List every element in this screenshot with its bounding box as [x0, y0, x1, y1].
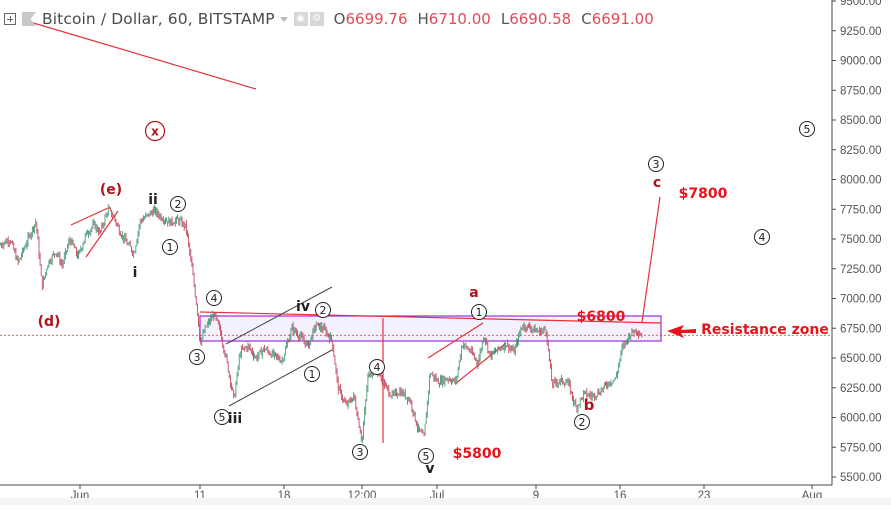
wave-label-red: b: [584, 396, 595, 414]
price-tick-label: 8750.00: [840, 85, 882, 97]
price-tick-label: 8500.00: [840, 115, 882, 127]
circled-wave-number: 3: [352, 444, 368, 460]
eye-icon[interactable]: ◉: [293, 12, 308, 26]
trend-line[interactable]: [29, 21, 257, 90]
circled-wave-number: 3: [189, 349, 205, 365]
flag-icon[interactable]: [22, 12, 36, 26]
price-tick-label: 9500.00: [840, 0, 882, 8]
bottom-strip: [0, 498, 891, 505]
channel-line[interactable]: [228, 349, 333, 407]
dropdown-caret-icon[interactable]: [279, 16, 288, 22]
svg-text:2: 2: [579, 416, 586, 429]
price-tick-label: 7500.00: [840, 234, 882, 246]
svg-text:5: 5: [219, 411, 226, 424]
symbol-legend: Bitcoin / Dollar, 60, BITSTAMP ◉ ⚙ O6699…: [4, 6, 654, 32]
price-tick-label: 5750.00: [840, 442, 882, 454]
circled-wave-number: 1: [304, 366, 320, 382]
resistance-zone-label: Resistance zone: [701, 322, 829, 338]
resistance-zone-rect[interactable]: [199, 315, 662, 342]
price-axis[interactable]: 9500.00 9250.00 9000.00 8750.00 8500.00 8250.…: [832, 0, 882, 484]
circled-wave-number: 4: [754, 229, 770, 245]
collapse-toggle-icon[interactable]: [4, 13, 16, 25]
circled-wave-number: 1: [162, 239, 178, 255]
svg-text:1: 1: [476, 306, 483, 319]
price-tick-label: 6000.00: [840, 413, 882, 425]
trend-line[interactable]: [199, 311, 662, 324]
time-tick-label: 9: [533, 490, 539, 502]
circled-wave-number: 2: [315, 302, 331, 318]
circled-wave-number: 1: [471, 304, 487, 320]
time-tick-label: 11: [194, 490, 206, 502]
price-tick-label: 9000.00: [840, 56, 882, 68]
svg-text:4: 4: [759, 231, 766, 244]
price-tick-label: 5500.00: [840, 472, 882, 484]
circled-wave-number: 4: [206, 290, 222, 306]
svg-text:5: 5: [804, 123, 811, 136]
svg-text:3: 3: [357, 446, 364, 459]
trend-line[interactable]: [427, 322, 484, 359]
symbol-title[interactable]: Bitcoin / Dollar, 60, BITSTAMP: [42, 10, 275, 28]
svg-text:1: 1: [167, 241, 174, 254]
circled-wave-number: 2: [170, 196, 186, 212]
wave-label-dark: v: [425, 461, 434, 477]
price-tick-label: 9250.00: [840, 26, 882, 38]
svg-text:x: x: [151, 125, 159, 139]
circled-x-label: x: [144, 120, 166, 142]
candles: [0, 204, 643, 444]
wave-label-dark: ii: [148, 192, 158, 208]
svg-text:5: 5: [423, 450, 430, 463]
price-tick-label: 6750.00: [840, 323, 882, 335]
svg-text:1: 1: [309, 368, 316, 381]
wave-label-red: (e): [100, 182, 122, 198]
svg-text:3: 3: [194, 351, 201, 364]
svg-text:2: 2: [320, 304, 327, 317]
svg-text:3: 3: [653, 158, 660, 171]
ohlc-close: C6691.00: [581, 10, 654, 28]
wave-label-dark: iv: [296, 299, 310, 315]
resistance-arrow-icon: [667, 325, 696, 338]
trend-line[interactable]: [70, 207, 109, 226]
price-tick-label: 8250.00: [840, 145, 882, 157]
price-target-label: $7800: [679, 186, 728, 202]
circled-wave-number: 2: [574, 414, 590, 430]
price-tick-label: 7750.00: [840, 204, 882, 216]
wave-label-red: (d): [38, 314, 61, 330]
price-tick-label: 7250.00: [840, 264, 882, 276]
svg-text:4: 4: [211, 292, 218, 305]
price-tick-label: 8000.00: [840, 175, 882, 187]
resistance-zone-box[interactable]: [199, 315, 662, 342]
ohlc-high: H6710.00: [417, 10, 491, 28]
wave-label-red: a: [469, 285, 478, 301]
wave-label-red: c: [653, 175, 661, 191]
circled-wave-number: 5: [214, 409, 230, 425]
price-tick-label: 7000.00: [840, 294, 882, 306]
wave-label-dark: iii: [228, 411, 242, 427]
gear-icon[interactable]: ⚙: [309, 12, 324, 26]
channel-line[interactable]: [225, 286, 333, 345]
price-target-label: $5800: [453, 446, 502, 462]
trend-line[interactable]: [641, 196, 661, 323]
circled-wave-number: 3: [648, 156, 664, 172]
ohlc-low: L6690.58: [500, 10, 572, 28]
circled-wave-number: 5: [418, 448, 434, 464]
ohlc-open: O6699.76: [333, 10, 408, 28]
price-target-label: $6800: [577, 309, 626, 325]
svg-text:2: 2: [175, 198, 182, 211]
svg-text:4: 4: [374, 361, 381, 374]
circled-wave-number: 5: [799, 121, 815, 137]
ohlc-values: O6699.76 H6710.00 L6690.58 C6691.00: [334, 10, 654, 28]
wave-label-dark: i: [133, 265, 138, 281]
price-tick-label: 6500.00: [840, 353, 882, 365]
circled-wave-number: 4: [369, 359, 385, 375]
price-tick-label: 6250.00: [840, 383, 882, 395]
